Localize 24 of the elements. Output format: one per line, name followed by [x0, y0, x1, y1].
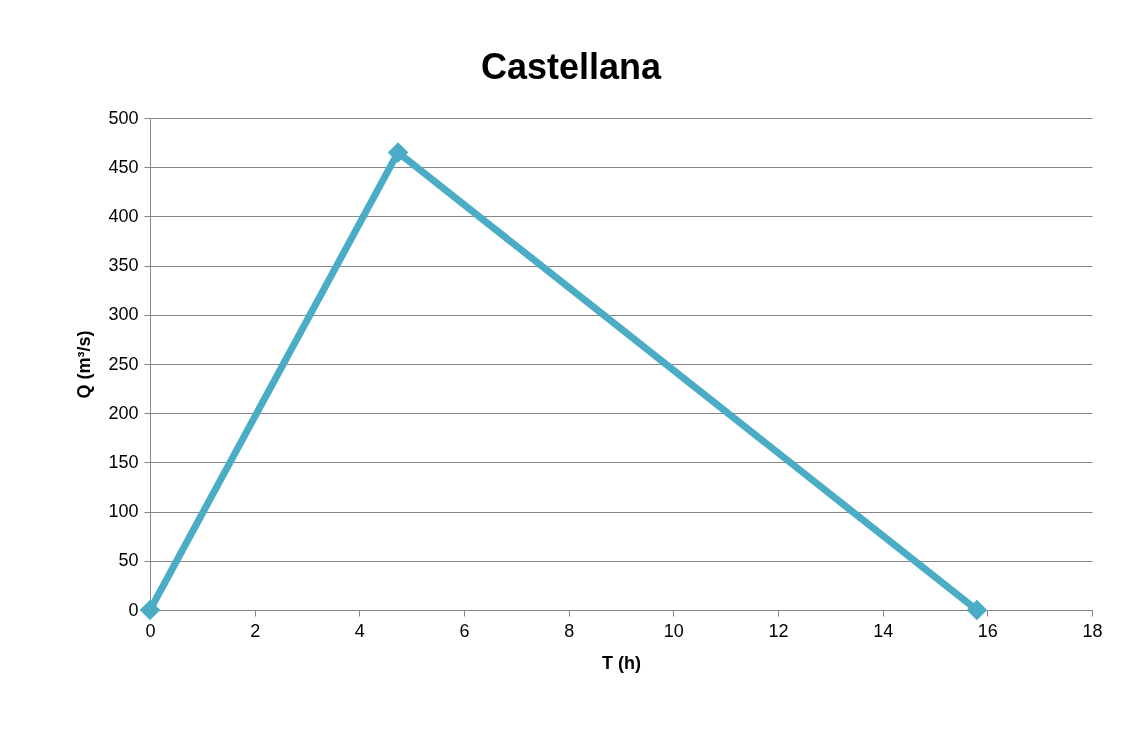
x-tick-label: 6: [459, 620, 470, 641]
x-tick-label: 14: [873, 620, 894, 641]
y-axis-title: Q (m³/s): [74, 330, 95, 399]
y-tick-label: 400: [108, 205, 139, 226]
x-tick-label: 18: [1082, 620, 1103, 641]
y-tick-label: 450: [108, 156, 139, 177]
y-tick-label: 250: [108, 353, 139, 374]
x-tick-label: 10: [663, 620, 684, 641]
x-tick-label: 12: [768, 620, 789, 641]
y-tick-label: 500: [108, 107, 139, 128]
x-tick-label: 2: [250, 620, 261, 641]
x-axis-title: T (h): [602, 652, 641, 673]
x-tick-label: 4: [354, 620, 365, 641]
y-tick-label: 50: [118, 550, 139, 571]
y-tick-label: 350: [108, 255, 139, 276]
x-tick-label: 16: [977, 620, 998, 641]
y-tick-label: 150: [108, 451, 139, 472]
y-tick-label: 200: [108, 402, 139, 423]
chart-title: Castellana: [480, 46, 663, 87]
y-tick-label: 100: [108, 501, 139, 522]
x-tick-label: 0: [145, 620, 156, 641]
y-tick-label: 300: [108, 304, 139, 325]
y-tick-label: 0: [128, 599, 139, 620]
x-tick-label: 8: [564, 620, 575, 641]
